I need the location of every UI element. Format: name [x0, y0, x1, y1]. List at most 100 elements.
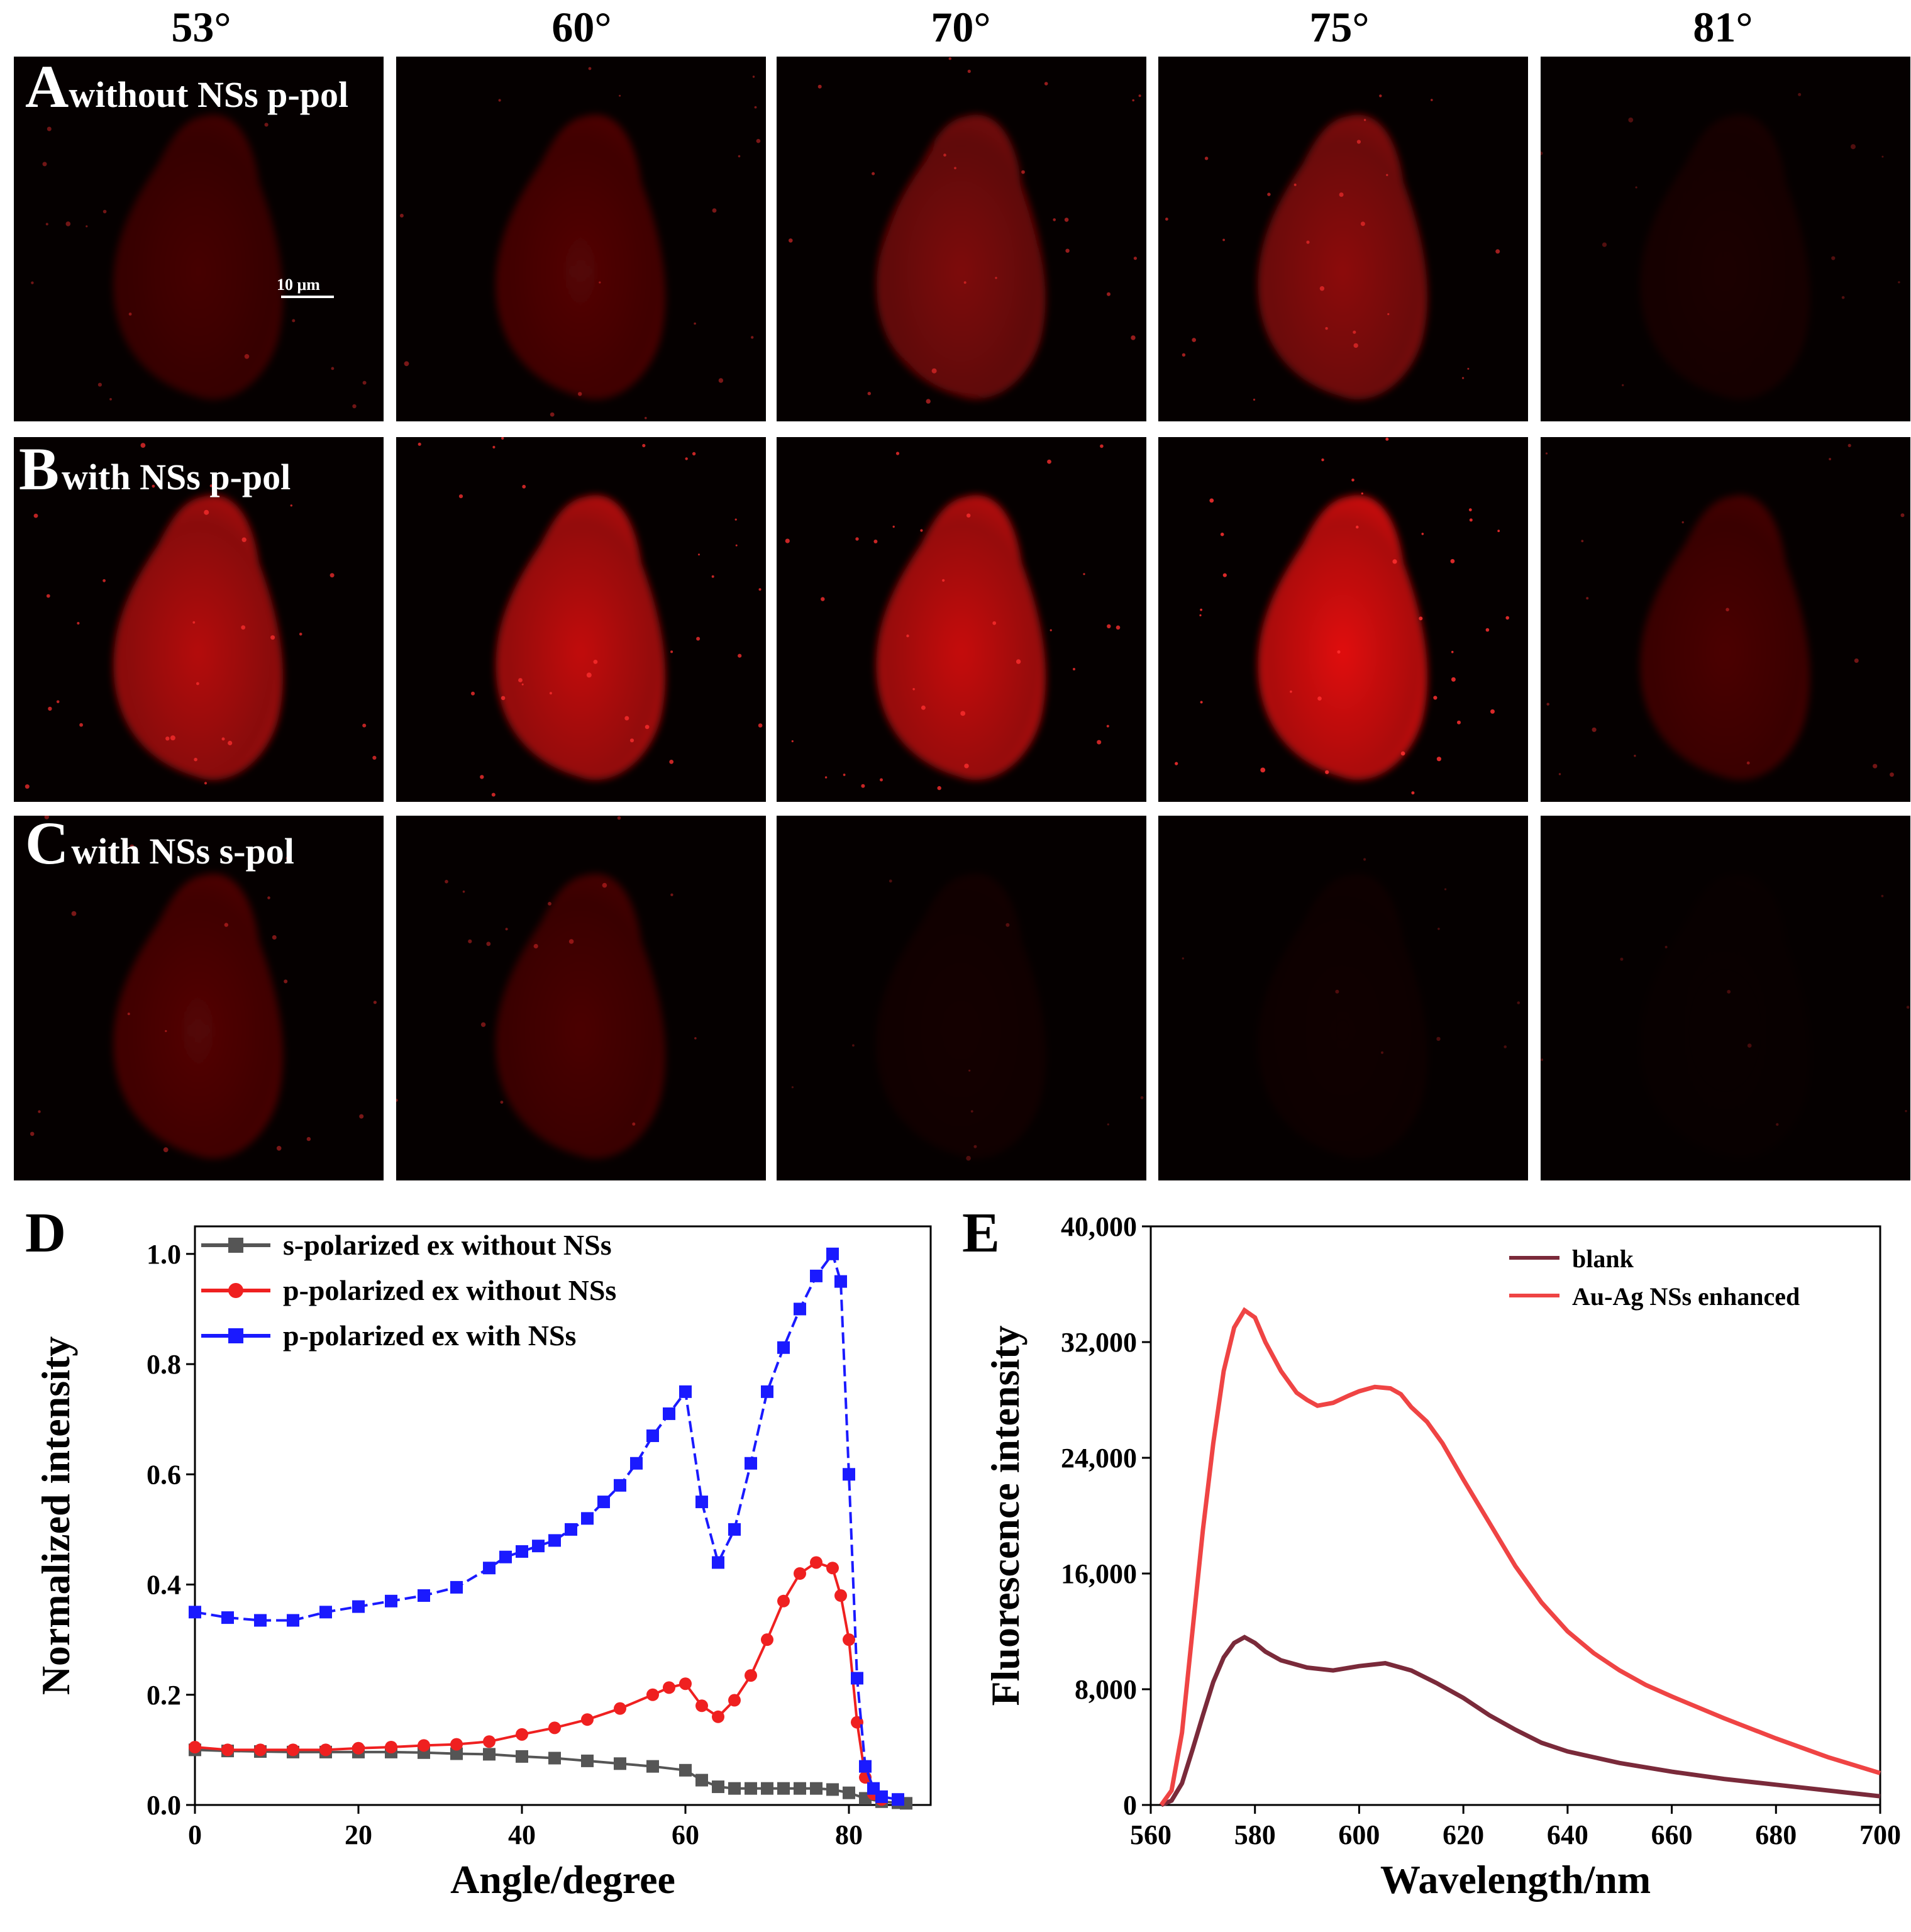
series-line-2 — [1159, 1307, 1881, 1807]
x-tick-label: 660 — [1651, 1819, 1693, 1850]
row-label-a: Awithout NSs p-pol — [25, 52, 348, 121]
data-point — [418, 1589, 430, 1602]
y-tick-label: 16,000 — [1061, 1558, 1137, 1589]
data-point — [843, 1786, 855, 1799]
micrograph-b-2 — [396, 437, 766, 802]
legend-label: p-polarized ex without NSs — [283, 1274, 616, 1306]
micrograph-a-5 — [1541, 57, 1910, 421]
data-point — [646, 1688, 659, 1701]
y-tick-label: 0 — [1123, 1790, 1137, 1821]
data-point — [221, 1743, 234, 1757]
y-tick-label: 1.0 — [147, 1239, 181, 1270]
legend-label: blank — [1572, 1245, 1634, 1273]
legend-label: s-polarized ex without NSs — [283, 1229, 612, 1261]
y-tick-label: 0.4 — [147, 1570, 181, 1601]
legend-label: Au-Ag NSs enhanced — [1572, 1282, 1800, 1311]
data-point — [875, 1790, 888, 1803]
data-point — [581, 1754, 594, 1767]
data-point — [254, 1743, 267, 1757]
micrograph-c-2 — [396, 816, 766, 1180]
micrograph-c-1 — [14, 816, 384, 1180]
data-point — [450, 1580, 463, 1594]
data-point — [548, 1752, 561, 1765]
data-point — [516, 1545, 528, 1558]
y-tick-label: 40,000 — [1061, 1211, 1137, 1242]
data-point — [499, 1550, 512, 1563]
data-point — [695, 1774, 708, 1787]
data-point — [728, 1782, 741, 1795]
x-tick-label: 580 — [1234, 1819, 1276, 1850]
data-point — [728, 1694, 741, 1707]
data-point — [777, 1594, 790, 1607]
micrograph-b-5 — [1541, 437, 1910, 802]
data-point — [761, 1633, 773, 1646]
angle-label-60: 60° — [551, 3, 612, 51]
legend-label: p-polarized ex with NSs — [283, 1319, 576, 1352]
y-tick-label: 0.6 — [147, 1459, 181, 1490]
data-point — [777, 1782, 790, 1795]
chart-d-angle-intensity: 0 20 40 60 80 0.0 0.2 0.4 0.6 0.8 1.0 Angle/degree N… — [25, 1202, 932, 1902]
angle-label-53: 53° — [171, 3, 231, 51]
data-point — [794, 1302, 806, 1316]
row-text-b: with NSs p-pol — [62, 457, 291, 497]
micrograph-c-3 — [777, 816, 1146, 1180]
data-point — [418, 1739, 430, 1752]
angle-label-70: 70° — [931, 3, 991, 51]
y-tick-label: 0.2 — [147, 1680, 181, 1711]
data-point — [679, 1763, 692, 1777]
x-tick-label: 560 — [1130, 1819, 1172, 1850]
row-label-c: C with NSs s-pol — [25, 808, 294, 878]
scale-bar — [281, 296, 334, 298]
panel-letter-e: E — [962, 1202, 1000, 1264]
x-axis-label: Wavelength/nm — [1380, 1857, 1651, 1902]
data-point — [483, 1748, 496, 1761]
data-point — [189, 1606, 201, 1619]
legend-marker — [228, 1328, 243, 1343]
x-tick-label: 60 — [672, 1819, 699, 1850]
y-tick-label: 32,000 — [1061, 1327, 1137, 1358]
micrograph-b-3 — [777, 437, 1146, 802]
data-point — [548, 1534, 561, 1547]
data-point — [679, 1385, 692, 1398]
data-point — [794, 1567, 806, 1580]
y-tick-label: 8,000 — [1075, 1674, 1137, 1705]
data-point — [352, 1600, 365, 1613]
y-axis-label: Normalized intensity — [33, 1336, 78, 1696]
data-point — [695, 1699, 708, 1713]
data-point — [516, 1728, 528, 1741]
data-point — [794, 1782, 806, 1795]
x-tick-label: 40 — [508, 1819, 536, 1850]
y-axis-label: Fluorescence intensity — [983, 1326, 1028, 1706]
data-point — [843, 1633, 855, 1646]
micrograph-a-4 — [1158, 57, 1528, 421]
data-point — [843, 1468, 855, 1481]
panel-letter-a: A — [25, 53, 69, 120]
plot-frame — [194, 1225, 932, 1806]
data-point — [761, 1782, 773, 1795]
data-point — [516, 1750, 528, 1763]
data-point — [189, 1741, 201, 1753]
data-point — [581, 1713, 594, 1726]
data-point — [581, 1512, 594, 1525]
micrograph-a-1 — [14, 57, 384, 421]
data-point — [548, 1721, 561, 1735]
micrograph-b-1 — [14, 437, 384, 802]
data-point — [614, 1757, 626, 1770]
data-point — [352, 1741, 365, 1755]
row-text-a: without NSs p-pol — [69, 74, 349, 115]
x-tick-label: 600 — [1338, 1819, 1380, 1850]
plot-frame — [1149, 1225, 1881, 1806]
x-tick-label: 700 — [1859, 1819, 1901, 1850]
y-tick-label: 24,000 — [1061, 1443, 1137, 1474]
micrograph-c-4 — [1158, 816, 1528, 1180]
chart-e-fluorescence-spectra: 560 580 600 620 640 660 680 700 0 8,000 16,000 24,0… — [962, 1202, 1901, 1902]
x-tick-label: 20 — [345, 1819, 372, 1850]
x-tick-label: 620 — [1443, 1819, 1484, 1850]
data-point — [221, 1611, 234, 1624]
data-point — [385, 1594, 397, 1607]
data-point — [745, 1457, 757, 1470]
micrograph-c-5 — [1541, 816, 1910, 1180]
data-point — [761, 1385, 773, 1398]
micrograph-b-4 — [1158, 437, 1528, 802]
data-point — [663, 1681, 675, 1694]
